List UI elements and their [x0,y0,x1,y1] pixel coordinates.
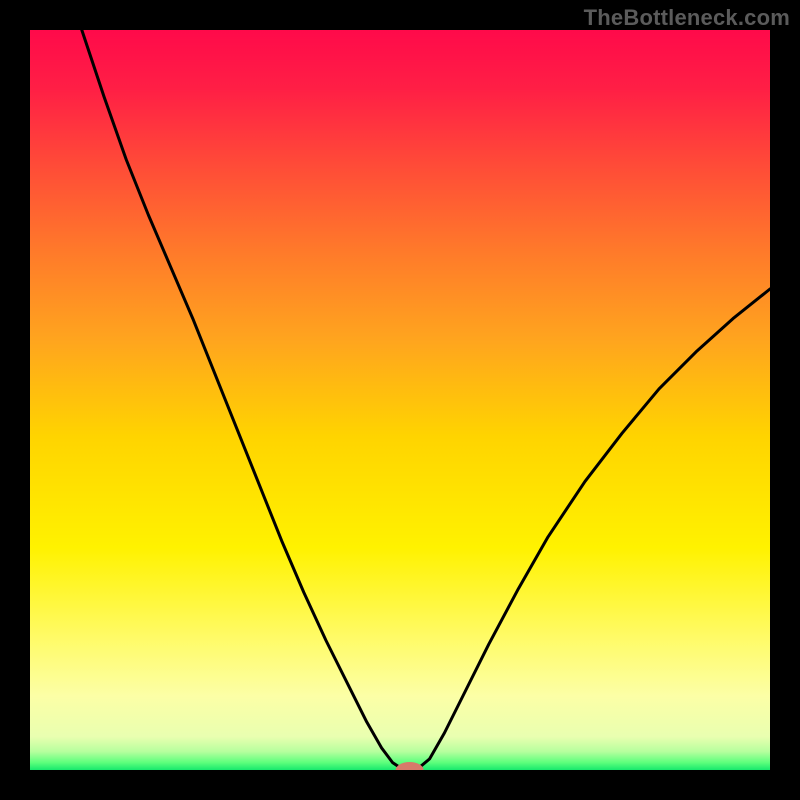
chart-frame: TheBottleneck.com [0,0,800,800]
plot-area [30,30,770,770]
plot-svg [30,30,770,770]
gradient-background [30,30,770,770]
watermark-text: TheBottleneck.com [584,5,790,31]
